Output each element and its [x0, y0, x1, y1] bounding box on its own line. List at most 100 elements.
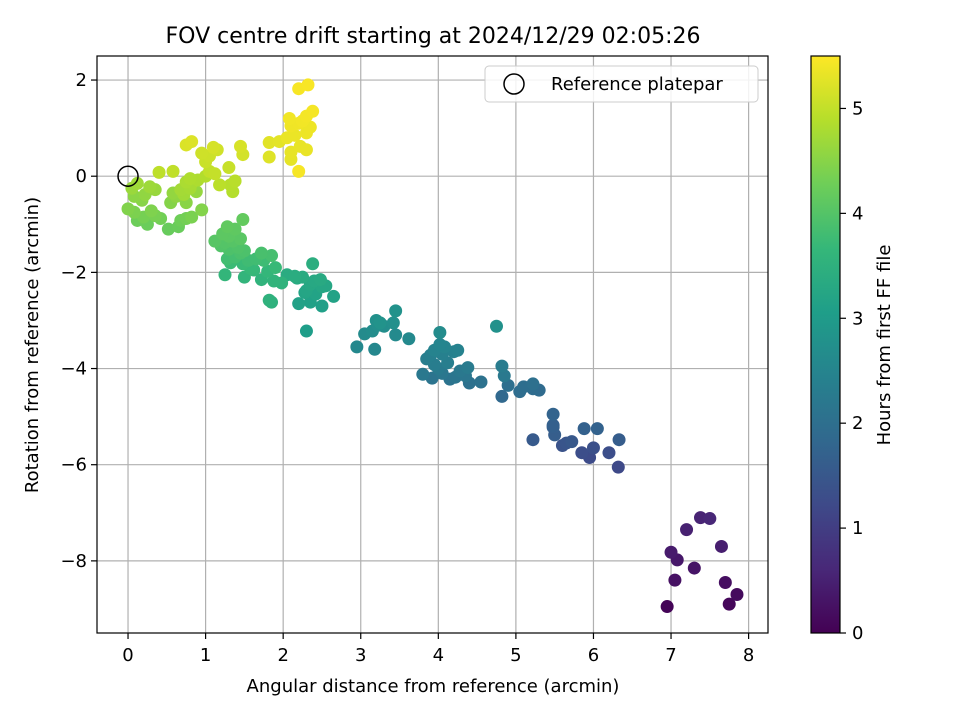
legend: Reference platepar: [484, 65, 759, 103]
data-point: [602, 446, 616, 460]
x-tick-label: 0: [122, 645, 133, 666]
data-point: [546, 418, 560, 432]
data-point: [660, 600, 674, 614]
data-point: [687, 561, 701, 575]
data-point: [195, 203, 209, 217]
x-tick-label: 7: [665, 645, 676, 666]
data-point: [206, 140, 220, 154]
data-point: [474, 375, 488, 389]
data-point: [389, 328, 403, 342]
x-tick-label: 1: [200, 645, 211, 666]
data-point: [185, 135, 199, 149]
data-point: [121, 202, 135, 216]
data-point: [220, 220, 234, 234]
data-point: [282, 112, 296, 126]
data-point: [668, 573, 682, 587]
scatter-points: [121, 78, 744, 614]
data-point: [680, 523, 694, 537]
data-point: [451, 343, 465, 357]
data-point: [161, 222, 175, 236]
data-point: [526, 433, 540, 447]
data-point: [386, 316, 400, 330]
reference-platepar-marker: [117, 165, 139, 187]
data-point: [299, 143, 313, 157]
data-point: [306, 257, 320, 271]
data-point: [612, 433, 626, 447]
data-point: [590, 422, 604, 436]
data-point: [402, 332, 416, 346]
data-point: [433, 325, 447, 339]
colorbar-ticks: 0 1 2 3 4 5: [840, 98, 863, 644]
data-point: [152, 165, 166, 179]
data-point: [389, 304, 403, 318]
colorbar-tick-label: 2: [852, 413, 863, 434]
data-point: [546, 407, 560, 421]
data-point: [254, 246, 268, 260]
x-tick-label: 2: [277, 645, 288, 666]
data-point: [575, 446, 589, 460]
plot-frame: [96, 55, 769, 634]
chart-title: FOV centre drift starting at 2024/12/29 …: [166, 24, 701, 49]
x-axis-label: Angular distance from reference (arcmin): [247, 676, 620, 697]
data-point: [144, 204, 158, 218]
colorbar-tick-label: 4: [852, 203, 863, 224]
data-point: [433, 338, 447, 351]
data-point: [195, 146, 209, 160]
data-point: [315, 299, 329, 313]
colorbar-tick-label: 1: [852, 518, 863, 539]
data-point: [130, 176, 144, 190]
data-point: [262, 136, 276, 150]
data-point: [208, 167, 222, 181]
colorbar-gradient: [811, 56, 840, 633]
data-point: [262, 150, 276, 164]
data-point: [262, 293, 276, 307]
data-point: [703, 512, 717, 526]
data-point: [327, 289, 341, 303]
data-point: [526, 377, 540, 391]
data-point: [722, 597, 736, 611]
data-point: [143, 180, 157, 194]
data-point: [368, 342, 382, 356]
axis-ticks: 0 1 2 3 4 5 6 7 8 2 0 −2 −4 −6 −8: [60, 70, 754, 666]
y-tick-label: −2: [60, 262, 87, 283]
y-tick-label: −4: [60, 359, 87, 380]
data-point: [461, 361, 475, 375]
colorbar-frame: [810, 55, 841, 634]
data-point: [416, 367, 430, 381]
data-point: [373, 316, 387, 330]
data-point: [265, 249, 279, 263]
data-point: [213, 178, 227, 192]
data-point: [222, 161, 236, 175]
legend-box: [484, 65, 759, 103]
data-point: [185, 210, 199, 224]
data-point: [288, 269, 302, 283]
data-point: [292, 297, 306, 311]
colorbar-tick-label: 0: [852, 623, 863, 644]
data-point: [183, 172, 197, 186]
y-axis-label: Rotation from reference (arcmin): [22, 197, 43, 493]
y-tick-label: 0: [76, 166, 87, 187]
data-point: [234, 139, 248, 153]
x-tick-label: 6: [588, 645, 599, 666]
colorbar: 0 1 2 3 4 5 Hours from first FF file: [810, 55, 895, 644]
x-tick-label: 5: [510, 645, 521, 666]
data-point: [495, 389, 509, 403]
data-point: [292, 164, 306, 178]
x-tick-label: 3: [355, 645, 366, 666]
data-point: [577, 422, 591, 436]
data-point: [565, 435, 579, 449]
legend-entry: Reference platepar: [551, 74, 723, 95]
data-point: [306, 104, 320, 118]
data-point: [714, 539, 728, 553]
y-tick-label: −6: [60, 455, 87, 476]
data-point: [236, 212, 250, 226]
data-point: [284, 145, 298, 159]
data-point: [350, 340, 364, 354]
data-point: [268, 261, 282, 275]
legend-marker-icon: [503, 73, 525, 95]
data-point: [586, 441, 600, 455]
data-point: [301, 78, 315, 92]
data-point: [218, 268, 232, 282]
